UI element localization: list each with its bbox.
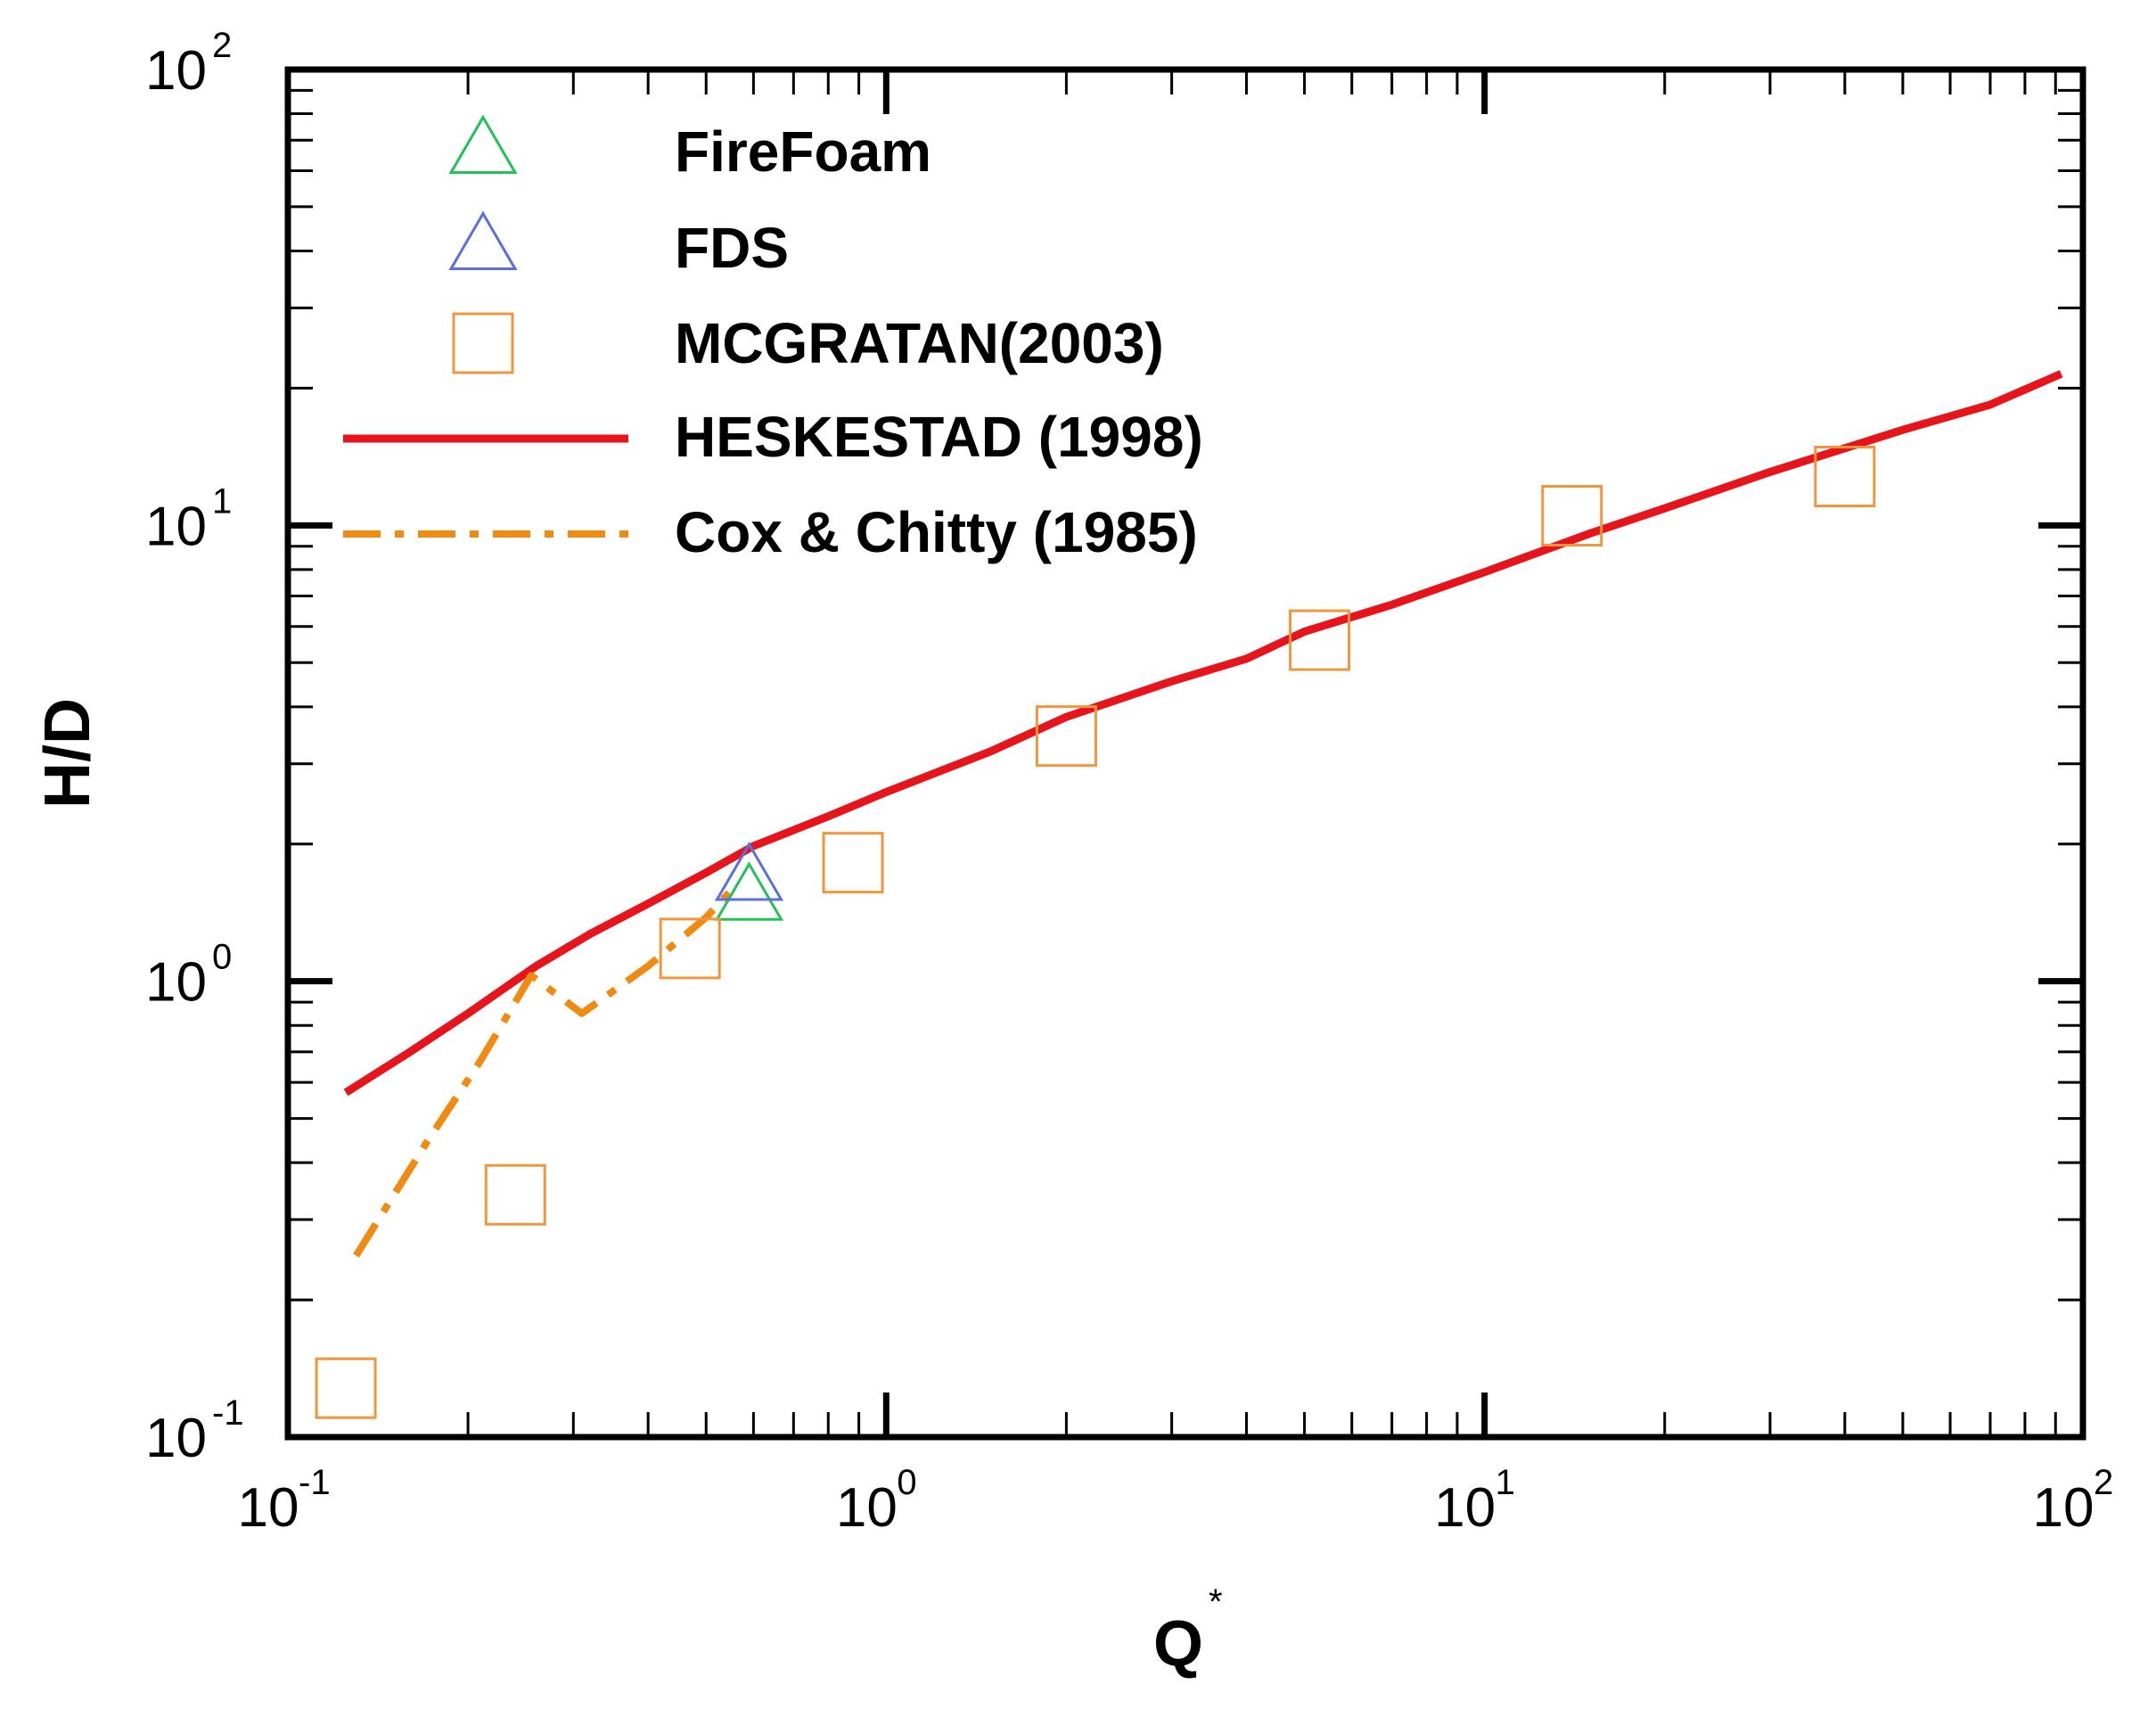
- x-tick-label: 10 -1: [238, 1463, 331, 1539]
- square-marker: [1289, 609, 1351, 671]
- square-marker: [822, 832, 884, 894]
- y-tick-base: 10: [145, 952, 207, 1014]
- y-axis-title: H/D: [32, 698, 103, 809]
- legend-label: FDS: [675, 216, 789, 280]
- triangle-marker: [714, 861, 784, 921]
- x-tick-base: 10: [238, 1477, 299, 1539]
- minor-ticks: [288, 70, 2083, 1437]
- y-tick-label: 10 0: [145, 938, 232, 1014]
- legend-label: Cox & Chitty (1985): [675, 500, 1198, 564]
- x-tick-exponent: 2: [2094, 1463, 2113, 1502]
- y-tick-exponent: -1: [212, 1393, 244, 1433]
- x-tick-exponent: 0: [897, 1463, 916, 1502]
- x-axis-title: Q: [1153, 1608, 1203, 1680]
- y-tick-base: 10: [145, 496, 207, 557]
- y-tick-exponent: 2: [212, 26, 232, 65]
- series-cox-chitty-1985: [353, 883, 739, 1258]
- series-fds: [714, 842, 784, 901]
- legend-label: FireFoam: [675, 119, 931, 184]
- square-marker: [659, 917, 721, 980]
- legend-item: HESKESTAD (1998): [343, 405, 1203, 469]
- y-tick-base: 10: [145, 1408, 207, 1469]
- square-marker: [1814, 446, 1876, 508]
- x-tick-exponent: 1: [1496, 1463, 1515, 1502]
- series-heskestad-1998: [343, 370, 2063, 1097]
- x-tick-base: 10: [1434, 1477, 1496, 1539]
- x-tick-label: 10 1: [1434, 1463, 1515, 1539]
- legend-item: FireFoam: [448, 114, 931, 184]
- series-line: [353, 883, 739, 1258]
- legend-swatch-square: [452, 312, 514, 374]
- y-tick-exponent: 1: [212, 481, 232, 521]
- x-tick-label: 10 2: [2033, 1463, 2114, 1539]
- triangle-marker: [714, 842, 784, 901]
- legend-swatch-triangle: [448, 114, 518, 175]
- x-tick-labels: 10 -1 10 0 10 1 10 2: [238, 1463, 2114, 1539]
- series-layer: [315, 370, 2063, 1419]
- square-marker: [1035, 705, 1097, 768]
- series-line: [343, 370, 2063, 1097]
- x-axis-title-superscript: *: [1209, 1582, 1223, 1622]
- legend-item: Cox & Chitty (1985): [343, 500, 1198, 564]
- square-marker: [315, 1357, 377, 1419]
- legend-item: FDS: [448, 210, 789, 280]
- y-tick-base: 10: [145, 40, 207, 102]
- x-tick-exponent: -1: [299, 1463, 331, 1502]
- square-marker: [1541, 484, 1603, 546]
- legend-swatch-triangle: [448, 210, 518, 271]
- series-firefoam: [714, 861, 784, 921]
- series-mcgratan-2003: [315, 446, 1876, 1419]
- y-tick-exponent: 0: [212, 938, 232, 977]
- square-marker: [484, 1163, 546, 1226]
- plot-frame: [284, 66, 2086, 1441]
- major-ticks: [284, 66, 2086, 1441]
- legend-item: MCGRATAN(2003): [452, 311, 1164, 375]
- y-tick-label: 10 2: [145, 26, 232, 102]
- y-tick-label: 10 1: [145, 481, 232, 557]
- x-tick-label: 10 0: [836, 1463, 917, 1539]
- legend: FireFoam FDS MCGRATAN(2003) HESKESTAD (1998…: [343, 114, 1203, 564]
- legend-label: MCGRATAN(2003): [675, 311, 1164, 375]
- x-tick-base: 10: [836, 1477, 898, 1539]
- x-tick-base: 10: [2033, 1477, 2095, 1539]
- legend-label: HESKESTAD (1998): [675, 405, 1203, 469]
- y-tick-label: 10 -1: [145, 1393, 244, 1469]
